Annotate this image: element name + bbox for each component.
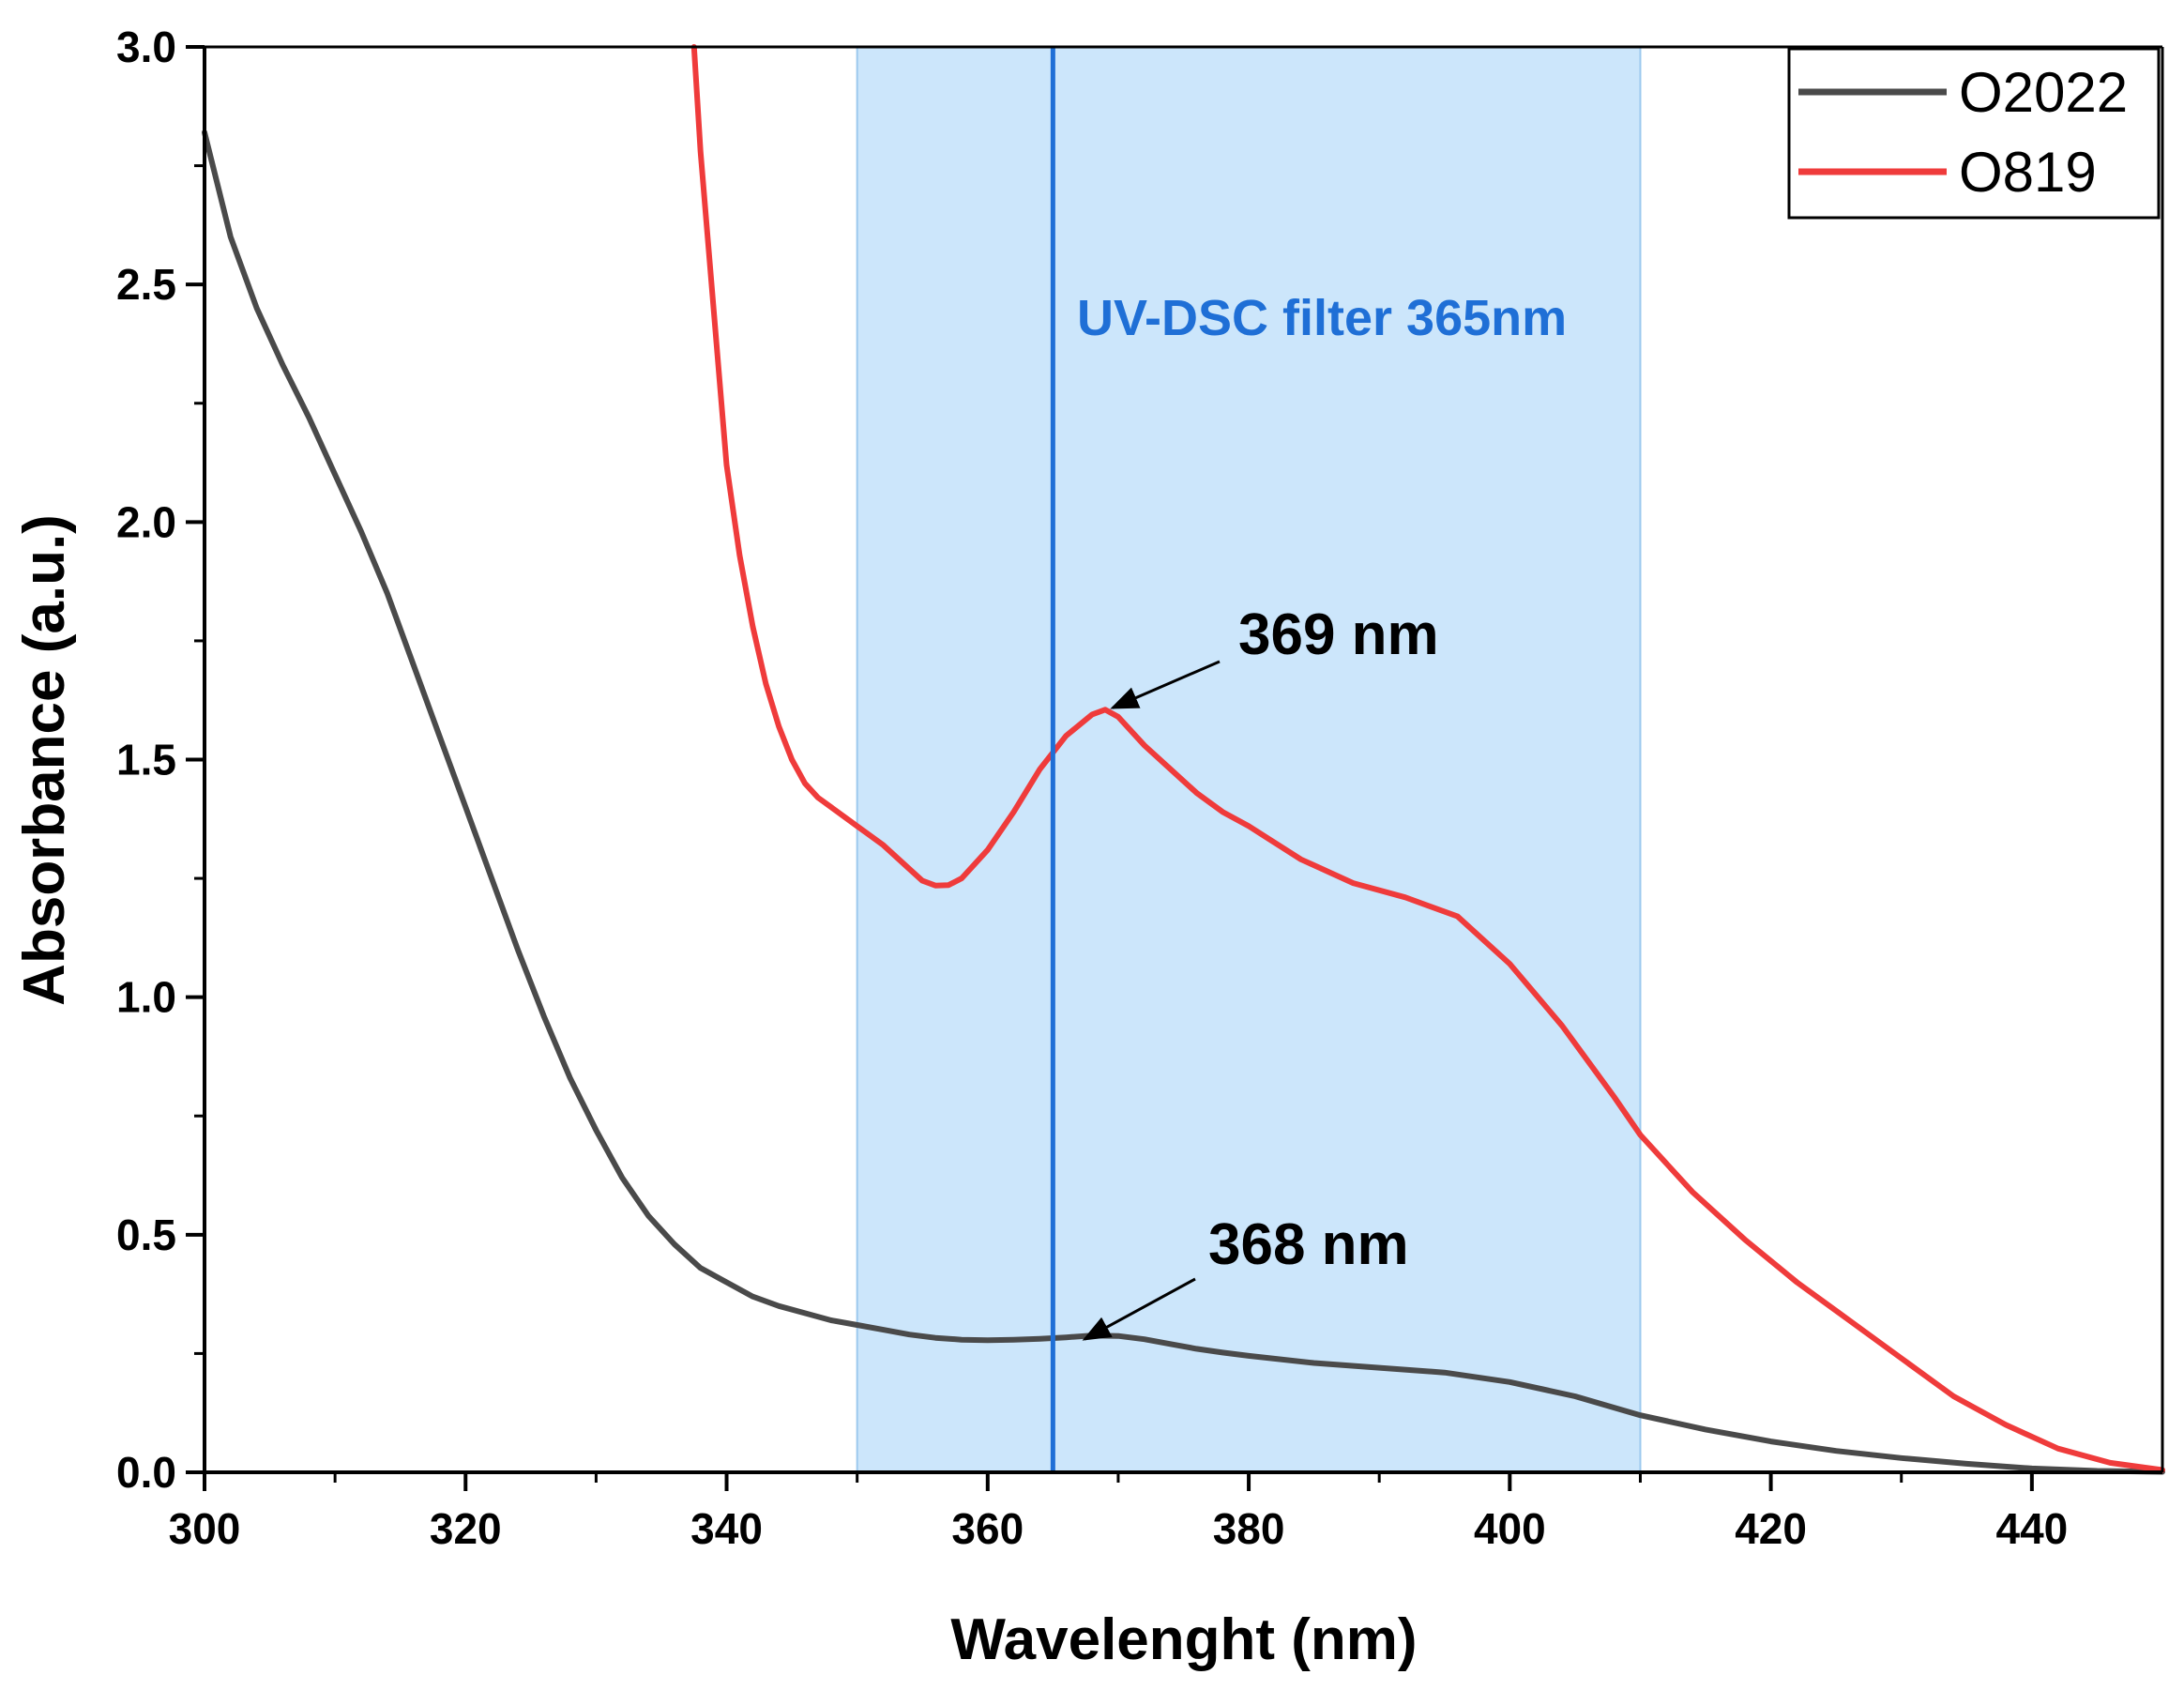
legend-box — [1787, 47, 2161, 220]
x-tick-label: 300 — [169, 1504, 241, 1553]
y-tick-label: 2.0 — [116, 497, 176, 546]
series-line-o819 — [690, 44, 2165, 1473]
annotation-368nm-arrow — [1082, 1277, 1196, 1341]
y-tick-label: 2.5 — [116, 260, 176, 309]
x-tick-label: 380 — [1213, 1504, 1285, 1553]
y-tick-label: 0.5 — [116, 1210, 176, 1259]
annotation-369nm-arrow — [1110, 660, 1221, 709]
y-tick-label: 3.0 — [116, 23, 176, 71]
series-line-o2022 — [202, 129, 2165, 1475]
x-tick-label: 340 — [690, 1504, 763, 1553]
x-tick-label: 400 — [1474, 1504, 1546, 1553]
y-tick-label: 1.5 — [116, 736, 176, 784]
legend: O2022 O819 — [1787, 47, 2161, 220]
filter-band-label: UV-DSC filter 365nm — [1077, 290, 1567, 346]
x-tick-label: 440 — [1995, 1504, 2068, 1553]
annotation-369nm-label: 369 nm — [1238, 602, 1439, 667]
x-tick-label: 360 — [951, 1504, 1024, 1553]
x-tick-label: 420 — [1735, 1504, 1807, 1553]
legend-label-o2022: O2022 — [1959, 61, 2128, 124]
x-tick-label: 320 — [430, 1504, 502, 1553]
legend-label-o819: O819 — [1959, 141, 2097, 204]
annotation-368nm-label: 368 nm — [1208, 1212, 1409, 1277]
x-axis-title: Wavelenght (nm) — [950, 1607, 1417, 1672]
y-axis-title: Absorbance (a.u.) — [12, 514, 77, 1006]
y-tick-label: 1.0 — [116, 973, 176, 1022]
filter-highlight-band — [856, 46, 1642, 1473]
y-tick-label: 0.0 — [116, 1448, 176, 1497]
